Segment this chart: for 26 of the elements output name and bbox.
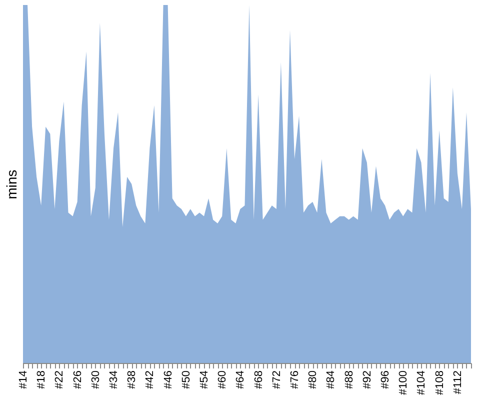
x-tick-label: #22 — [54, 370, 66, 389]
x-tick-label: #64 — [234, 370, 247, 389]
x-tick-label: #72 — [270, 370, 283, 389]
x-tick-label: #34 — [108, 370, 120, 389]
x-tick-label: #96 — [380, 370, 392, 389]
x-tick-label: #26 — [72, 370, 84, 389]
x-tick-label: #18 — [36, 370, 48, 389]
x-tick-label: #108 — [434, 370, 446, 395]
y-axis-title: mins — [4, 170, 20, 200]
x-tick-label: #68 — [252, 370, 265, 389]
x-tick-label: #100 — [398, 370, 410, 395]
x-tick-label: #54 — [198, 370, 211, 389]
x-tick-label: #84 — [325, 370, 338, 389]
x-tick-label: #112 — [452, 370, 464, 394]
x-tick-label: #38 — [126, 370, 138, 389]
x-tick-label: #76 — [289, 370, 302, 389]
x-tick-label: #14 — [18, 370, 30, 389]
x-tick-label: #30 — [90, 370, 102, 389]
x-tick-label: #92 — [361, 370, 374, 389]
x-tick-label: #60 — [216, 370, 229, 389]
x-tick-label: #80 — [307, 370, 320, 389]
x-tick-label: #104 — [416, 370, 428, 395]
x-tick-label: #88 — [343, 370, 356, 389]
x-tick-label: #46 — [162, 370, 174, 389]
x-tick-label: #50 — [180, 370, 192, 389]
x-tick-label: #42 — [144, 370, 156, 389]
